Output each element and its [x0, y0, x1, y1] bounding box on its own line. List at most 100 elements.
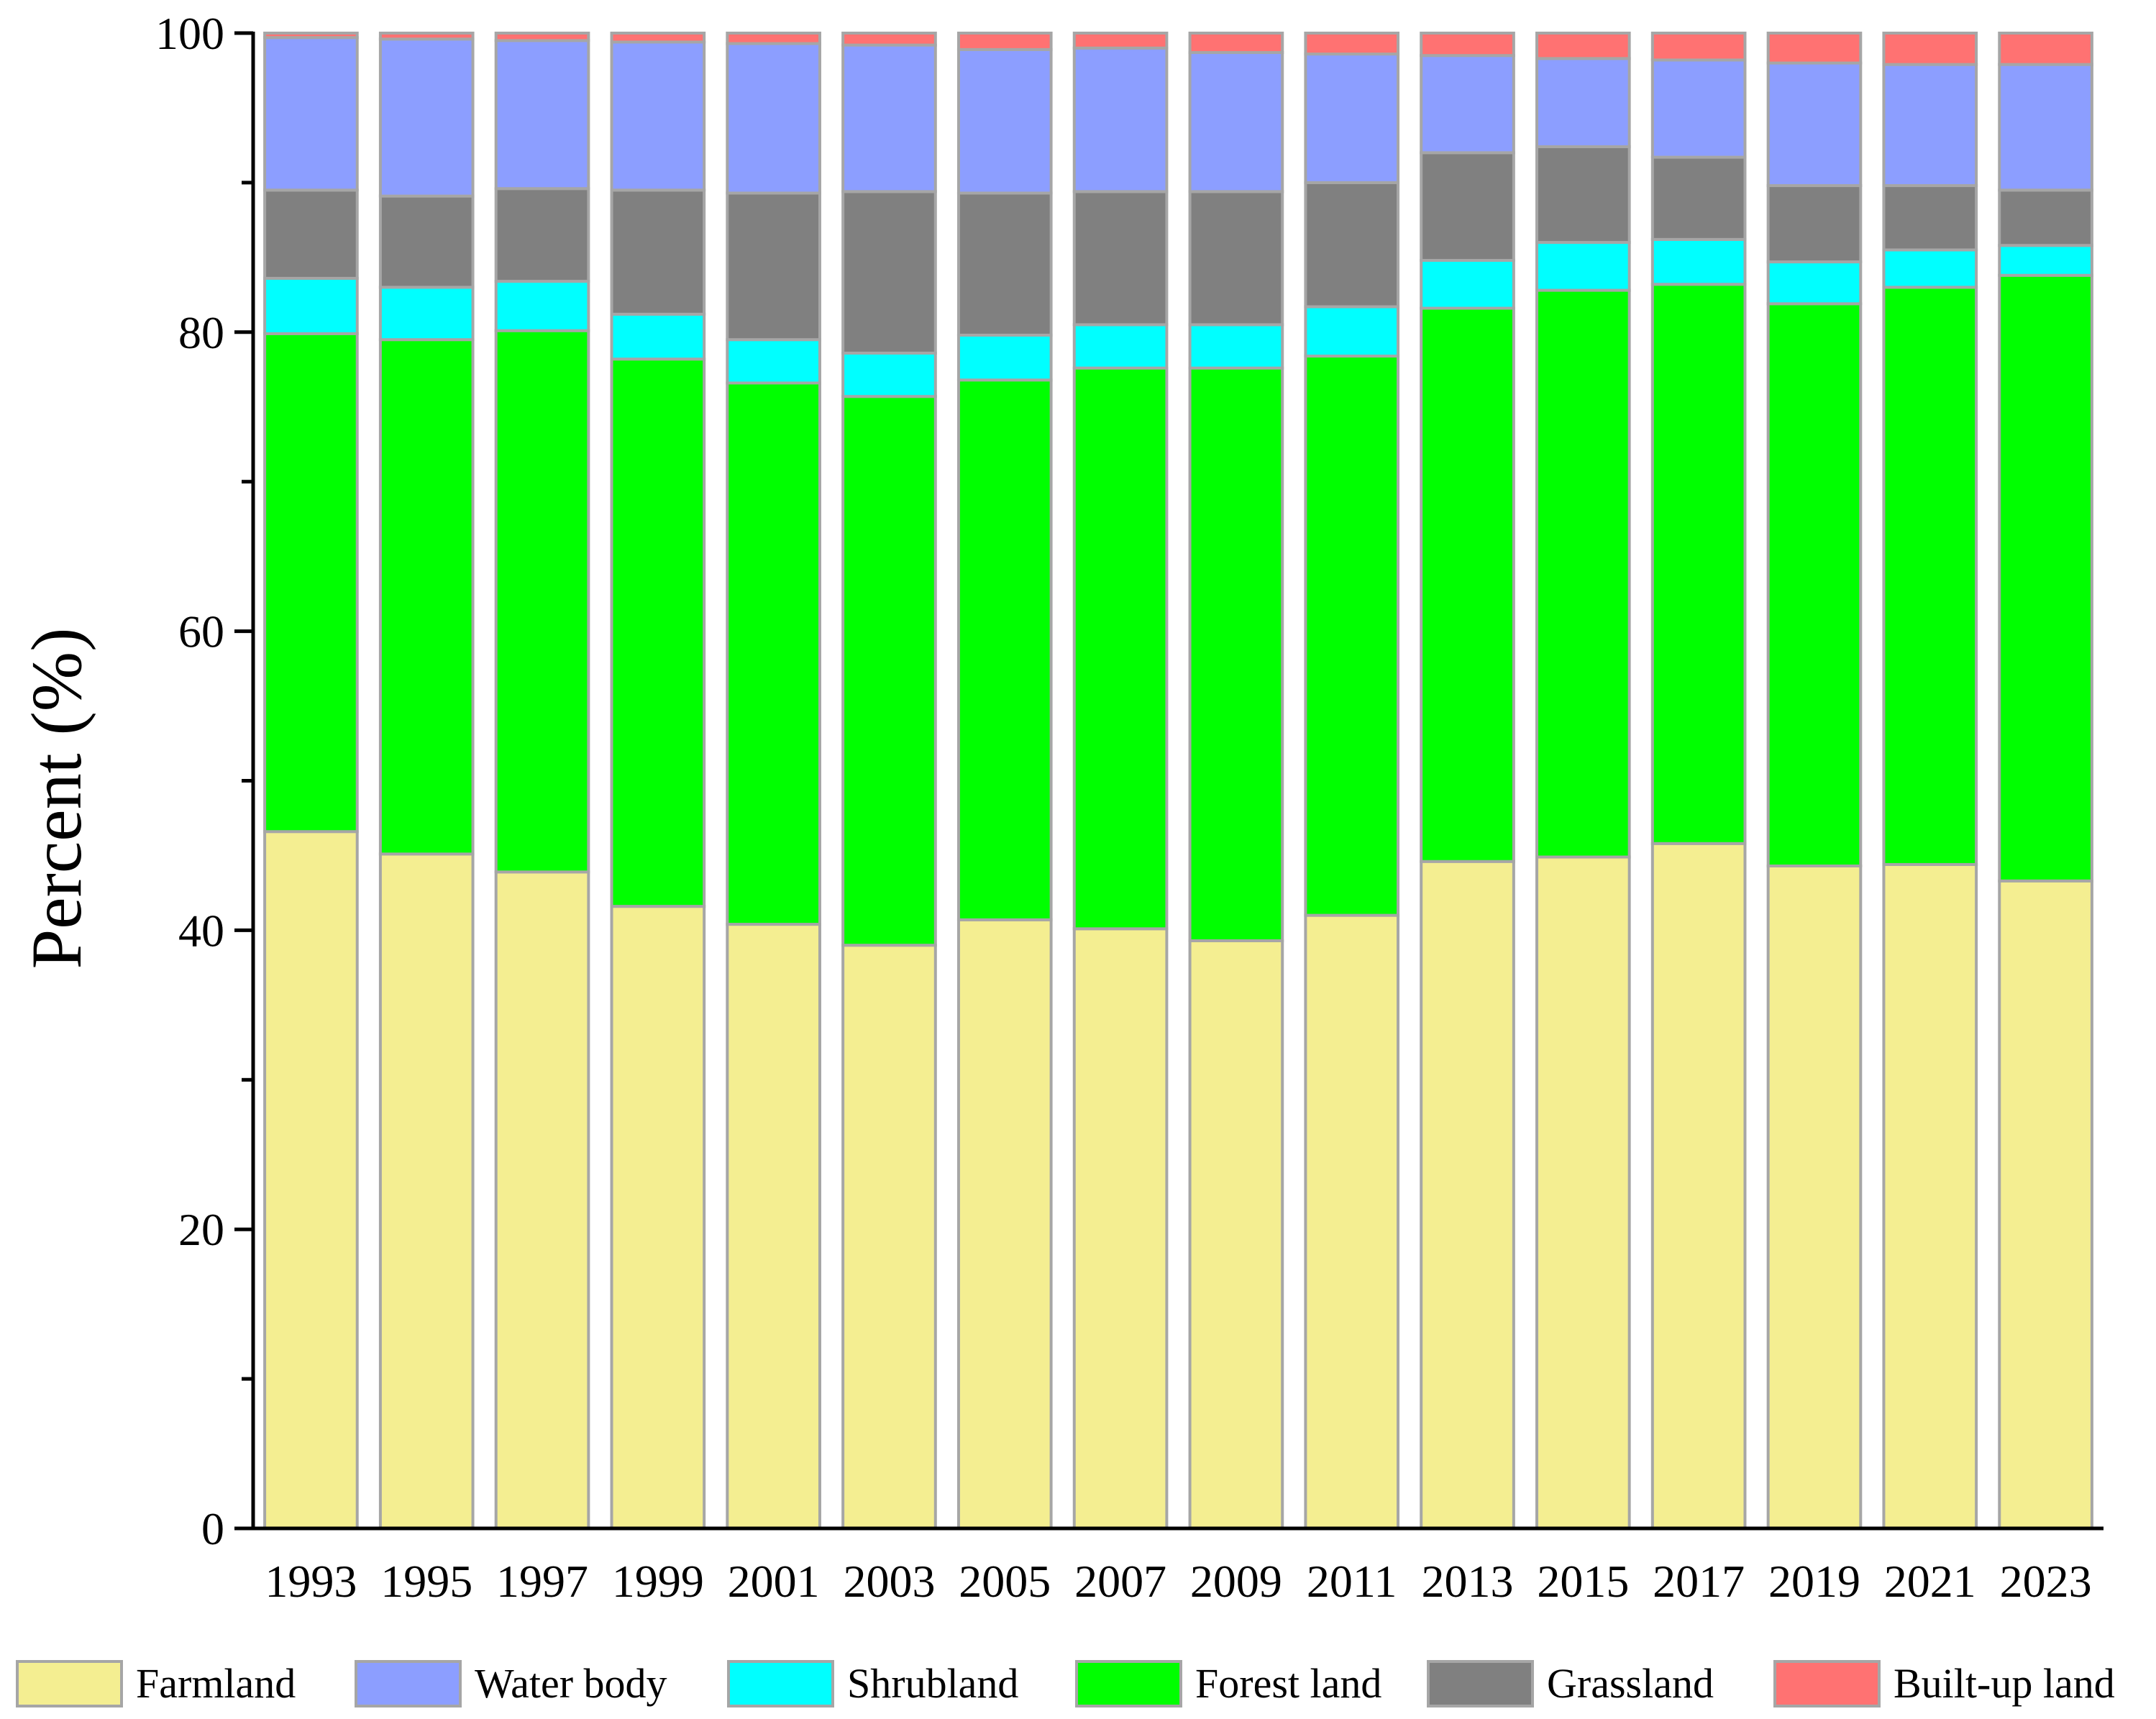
bar-farmland-2021	[1882, 862, 1978, 1530]
legend-swatch-grassland	[1427, 1660, 1534, 1707]
bar-shrubland-2001	[726, 338, 821, 385]
legend-swatch-water-body	[355, 1660, 462, 1707]
bar-farmland-2015	[1535, 855, 1631, 1531]
bar-shrubland-2011	[1304, 305, 1400, 358]
bar-farmland-2023	[1998, 879, 2093, 1530]
y-tick-label-80: 80	[178, 307, 224, 358]
bar-water-body-2009	[1188, 51, 1284, 193]
x-tick-label-2015: 2015	[1537, 1556, 1629, 1607]
bar-water-body-2013	[1420, 54, 1515, 155]
bar-built-up-land-2013	[1420, 32, 1515, 58]
bar-shrubland-1993	[263, 276, 359, 335]
legend-label-forest-land: Forest land	[1195, 1660, 1381, 1707]
bar-built-up-land-1999	[610, 32, 706, 44]
bar-shrubland-2005	[956, 333, 1053, 382]
x-tick-label-2017: 2017	[1653, 1556, 1745, 1607]
bar-farmland-2007	[1072, 927, 1169, 1531]
bar-built-up-land-2005	[956, 32, 1053, 51]
bar-grassland-2017	[1650, 155, 1747, 241]
y-tick-label-20: 20	[178, 1204, 224, 1255]
legend-label-built-up-land: Built-up land	[1894, 1660, 2115, 1707]
bar-grassland-2009	[1188, 190, 1284, 327]
bar-grassland-2007	[1072, 190, 1169, 327]
legend-swatch-farmland	[16, 1660, 123, 1707]
bar-grassland-2005	[956, 191, 1053, 337]
bar-farmland-1997	[494, 870, 590, 1530]
bar-grassland-2021	[1882, 184, 1978, 252]
bar-built-up-land-1995	[378, 32, 475, 41]
y-tick-label-0: 0	[201, 1503, 224, 1554]
bar-forest-land-2021	[1882, 286, 1978, 866]
bar-built-up-land-1997	[494, 32, 590, 42]
bar-grassland-2011	[1304, 181, 1400, 309]
legend-swatch-shrubland	[727, 1660, 834, 1707]
bar-forest-land-2011	[1304, 355, 1400, 917]
bar-water-body-2017	[1650, 58, 1747, 159]
bar-grassland-1995	[378, 194, 475, 289]
bar-farmland-1995	[378, 852, 475, 1530]
bar-forest-land-1997	[494, 329, 590, 874]
bar-farmland-2009	[1188, 939, 1284, 1530]
bar-shrubland-1997	[494, 280, 590, 332]
bar-grassland-1997	[494, 187, 590, 283]
bar-built-up-land-2011	[1304, 32, 1400, 56]
bar-shrubland-2019	[1766, 260, 1863, 306]
bar-water-body-2023	[1998, 63, 2093, 192]
x-tick-label-2023: 2023	[2000, 1556, 2092, 1607]
bar-grassland-2019	[1766, 184, 1863, 264]
bar-farmland-2011	[1304, 913, 1400, 1530]
bar-forest-land-1993	[263, 332, 359, 834]
bar-shrubland-2023	[1998, 244, 2093, 277]
bar-built-up-land-2003	[841, 32, 937, 47]
x-tick-label-2011: 2011	[1307, 1556, 1397, 1607]
bar-forest-land-2007	[1072, 366, 1169, 931]
bar-water-body-2005	[956, 47, 1053, 195]
bar-grassland-2003	[841, 190, 937, 355]
x-tick-label-2013: 2013	[1422, 1556, 1514, 1607]
bar-water-body-2019	[1766, 61, 1863, 188]
x-tick-label-2003: 2003	[843, 1556, 935, 1607]
y-tick-label-40: 40	[178, 905, 224, 956]
bar-water-body-2007	[1072, 46, 1169, 193]
bar-grassland-2001	[726, 191, 821, 342]
bar-shrubland-2007	[1072, 323, 1169, 370]
x-tick-label-1999: 1999	[612, 1556, 704, 1607]
x-tick-label-2009: 2009	[1190, 1556, 1282, 1607]
y-tick-label-100: 100	[155, 8, 224, 59]
bar-built-up-land-2015	[1535, 32, 1631, 60]
bar-forest-land-2005	[956, 378, 1053, 921]
bar-farmland-2013	[1420, 860, 1515, 1530]
bar-built-up-land-2001	[726, 32, 821, 45]
bar-farmland-2003	[841, 944, 937, 1530]
bar-water-body-2003	[841, 43, 937, 193]
y-axis-title: Percent (%)	[17, 628, 96, 970]
bar-built-up-land-2019	[1766, 32, 1863, 65]
bar-water-body-2015	[1535, 57, 1631, 149]
legend-label-shrubland: Shrubland	[847, 1660, 1018, 1707]
bar-forest-land-1999	[610, 357, 706, 908]
legend-label-grassland: Grassland	[1547, 1660, 1714, 1707]
x-tick-label-1993: 1993	[265, 1556, 357, 1607]
bar-built-up-land-2023	[1998, 32, 2093, 66]
x-tick-label-1995: 1995	[380, 1556, 472, 1607]
bar-shrubland-1999	[610, 312, 706, 361]
bar-forest-land-2003	[841, 395, 937, 947]
x-tick-label-2005: 2005	[959, 1556, 1051, 1607]
bar-built-up-land-2007	[1072, 32, 1169, 50]
bar-grassland-1993	[263, 188, 359, 280]
bar-built-up-land-2021	[1882, 32, 1978, 66]
bar-farmland-2005	[956, 918, 1053, 1531]
legend-swatch-forest-land	[1075, 1660, 1182, 1707]
bar-water-body-2001	[726, 42, 821, 195]
bar-farmland-2019	[1766, 865, 1863, 1531]
bar-forest-land-2019	[1766, 302, 1863, 868]
bar-grassland-2013	[1420, 151, 1515, 263]
bar-shrubland-2009	[1188, 323, 1284, 370]
bar-grassland-2023	[1998, 188, 2093, 247]
y-tick-label-60: 60	[178, 606, 224, 657]
bar-built-up-land-1993	[263, 32, 359, 40]
bar-shrubland-2017	[1650, 237, 1747, 286]
bar-farmland-2001	[726, 923, 821, 1530]
bar-forest-land-1995	[378, 338, 475, 856]
